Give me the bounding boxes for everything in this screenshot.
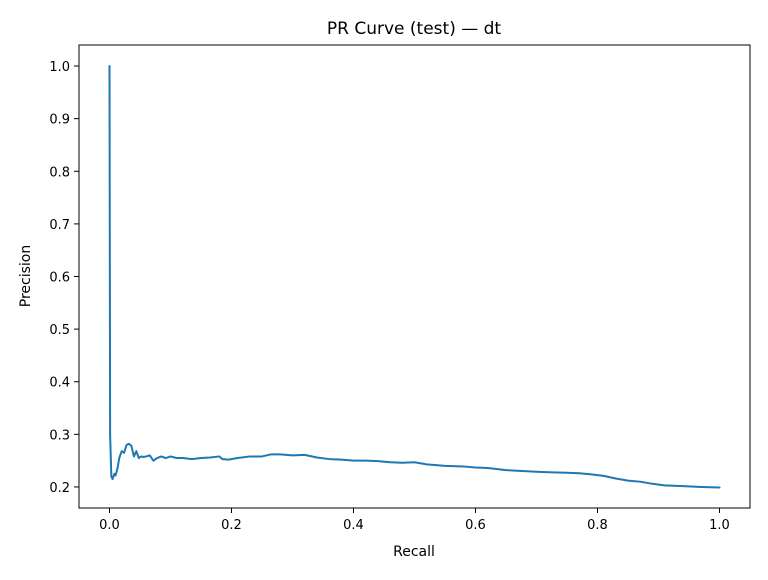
y-tick-label: 0.7 (49, 218, 70, 233)
x-axis-ticks: 0.0 0.2 0.4 0.6 0.8 1.0 (99, 508, 730, 533)
y-tick-label: 0.9 (49, 113, 70, 128)
y-tick-label: 0.6 (49, 271, 70, 286)
chart-title: PR Curve (test) — dt (327, 19, 502, 39)
plot-frame (78, 44, 751, 509)
y-tick-label: 0.8 (49, 165, 70, 180)
plot-area: 0.0 0.2 0.4 0.6 0.8 1.0 0.2 0.3 0.4 0.5 0.6 0.7 0.8… (49, 44, 751, 533)
y-axis-label: Precision (18, 245, 34, 307)
y-axis-ticks: 0.2 0.3 0.4 0.5 0.6 0.7 0.8 0.9 1.0 (49, 60, 79, 496)
pr-curve-line (108, 65, 721, 489)
x-tick-label: 0.4 (343, 518, 364, 533)
y-tick-label: 0.5 (49, 323, 70, 338)
series-layer (108, 65, 721, 489)
x-tick-label: 0.2 (221, 518, 242, 533)
x-tick-label: 0.8 (587, 518, 608, 533)
y-tick-label: 0.3 (49, 428, 70, 443)
x-tick-label: 0.0 (99, 518, 120, 533)
x-tick-label: 0.6 (465, 518, 486, 533)
x-tick-label: 1.0 (709, 518, 730, 533)
y-tick-label: 1.0 (49, 60, 70, 75)
y-tick-label: 0.2 (49, 481, 70, 496)
x-axis-label: Recall (393, 544, 435, 560)
y-tick-label: 0.4 (49, 376, 70, 391)
